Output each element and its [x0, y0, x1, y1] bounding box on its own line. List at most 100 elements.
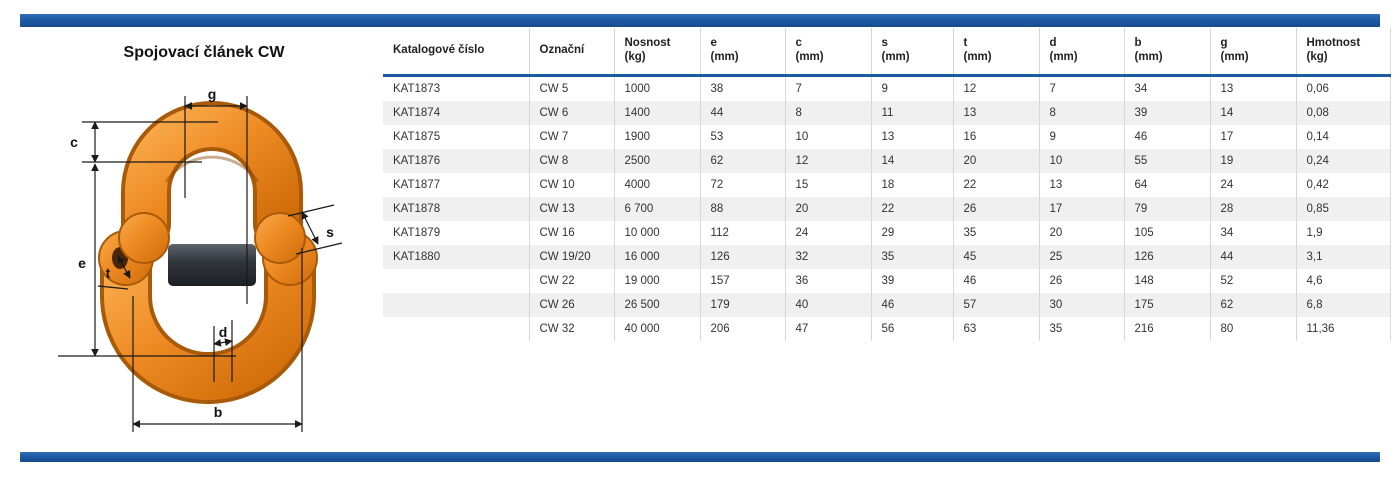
table-row: KAT1877 CW 10 4000 72 15 18 22 13 64 24 0,42: [383, 173, 1391, 197]
table-cell: 4000: [613, 173, 700, 197]
table-cell: 14: [870, 149, 953, 173]
table-cell: 16: [952, 125, 1039, 149]
table-cell: 20: [1038, 221, 1124, 245]
table-cell: 40 000: [613, 317, 700, 341]
dimension-s: s: [287, 204, 343, 255]
table-cell: 56: [870, 317, 953, 341]
column-header-line: g: [1220, 37, 1228, 49]
table-cell: 18: [870, 173, 953, 197]
table-cell: CW 7: [528, 125, 614, 149]
dim-label-b: b: [214, 404, 223, 420]
table-cell: 1000: [613, 75, 700, 101]
table-cell: 19: [1209, 149, 1296, 173]
table-cell: CW 5: [528, 75, 614, 101]
table-cell: 0,85: [1295, 197, 1391, 221]
dimension-b: b: [132, 248, 303, 432]
table-cell: CW 8: [528, 149, 614, 173]
table-cell: 8: [1038, 101, 1124, 125]
dimension-d: d: [213, 320, 233, 382]
table-cell: 52: [1209, 269, 1296, 293]
table-cell: KAT1880: [393, 251, 441, 263]
table-cell: 38: [699, 75, 785, 101]
column-header-nosnost: Nosnost (kg): [613, 28, 700, 77]
table-cell: [383, 317, 529, 341]
table-cell: 40: [784, 293, 871, 317]
column-header-t: t (mm): [952, 28, 1039, 77]
column-header-d: d (mm): [1038, 28, 1124, 77]
dim-label-c: c: [70, 134, 78, 150]
table-cell: 47: [784, 317, 871, 341]
table-row: KAT1873 CW 5 1000 38 7 9 12 7 34 13 0,06: [383, 75, 1391, 101]
table-cell: KAT1878: [393, 203, 441, 215]
table-cell: CW 10: [528, 173, 614, 197]
table-cell: 15: [784, 173, 871, 197]
table-cell: 10: [1038, 149, 1124, 173]
column-header-e: e (mm): [699, 28, 785, 77]
table-cell: 0,06: [1295, 75, 1391, 101]
table-cell: 62: [1209, 293, 1296, 317]
bottom-divider-bar: [20, 452, 1380, 462]
column-header-line: (mm): [1049, 51, 1078, 63]
table-cell: 0,08: [1295, 101, 1391, 125]
table-cell: 39: [870, 269, 953, 293]
table-cell: 13: [1038, 173, 1124, 197]
column-header-line: (mm): [795, 51, 824, 63]
top-divider-bar: [20, 14, 1380, 27]
dimension-g: g: [184, 86, 248, 304]
table-cell: 17: [1209, 125, 1296, 149]
dimension-c: c: [70, 121, 218, 163]
table-cell: 10 000: [613, 221, 700, 245]
table-cell: 216: [1123, 317, 1210, 341]
table-cell: 12: [952, 75, 1039, 101]
table-cell: 1400: [613, 101, 700, 125]
table-cell: 8: [784, 101, 871, 125]
table-cell: 14: [1209, 101, 1296, 125]
table-cell: 34: [1123, 75, 1210, 101]
table-cell: KAT1874: [393, 107, 441, 119]
table-row: CW 26 26 500 179 40 46 57 30 175 62 6,8: [383, 293, 1391, 317]
table-cell: 179: [699, 293, 785, 317]
spec-table-header: Katalogové číslo Označní Nosnost (kg) e (mm) c…: [383, 28, 1391, 77]
column-header-line: b: [1134, 37, 1142, 49]
table-cell: 13: [870, 125, 953, 149]
table-cell: [383, 293, 529, 317]
table-cell: 28: [1209, 197, 1296, 221]
table-cell: 7: [1038, 75, 1124, 101]
table-row: KAT1875 CW 7 1900 53 10 13 16 9 46 17 0,14: [383, 125, 1391, 149]
spec-table: Katalogové číslo Označní Nosnost (kg) e (mm) c…: [383, 28, 1391, 341]
table-cell: 20: [784, 197, 871, 221]
table-cell: 63: [952, 317, 1039, 341]
table-cell: 19 000: [613, 269, 700, 293]
table-cell: 6,8: [1295, 293, 1391, 317]
column-header-line: Hmotnost: [1306, 37, 1361, 49]
column-header-line: (mm): [881, 51, 910, 63]
table-cell: 26 500: [613, 293, 700, 317]
table-cell: CW 26: [528, 293, 614, 317]
table-cell: 22: [870, 197, 953, 221]
table-cell: 35: [870, 245, 953, 269]
table-cell: CW 22: [528, 269, 614, 293]
table-cell: 10: [784, 125, 871, 149]
column-header-c: c (mm): [784, 28, 871, 77]
table-cell: 34: [1209, 221, 1296, 245]
table-cell: 126: [1123, 245, 1210, 269]
table-cell: 30: [1038, 293, 1124, 317]
header-row: Katalogové číslo Označní Nosnost (kg) e (mm) c…: [383, 28, 1391, 77]
table-cell: 72: [699, 173, 785, 197]
column-header-line: d: [1049, 37, 1057, 49]
table-cell: 45: [952, 245, 1039, 269]
column-header-line: (mm): [1134, 51, 1163, 63]
column-header-line: (mm): [710, 51, 739, 63]
table-cell: 13: [1209, 75, 1296, 101]
table-cell: 0,14: [1295, 125, 1391, 149]
table-row: KAT1880 CW 19/20 16 000 126 32 35 45 25 126 44 3,1: [383, 245, 1391, 269]
column-header-s: s (mm): [870, 28, 953, 77]
column-header-katalog: Katalogové číslo: [383, 28, 529, 77]
table-cell: [383, 269, 529, 293]
table-cell: 3,1: [1295, 245, 1391, 269]
table-cell: 46: [952, 269, 1039, 293]
dimension-e: e: [58, 163, 236, 357]
table-cell: 24: [784, 221, 871, 245]
table-cell: KAT1875: [393, 131, 441, 143]
table-cell: 11,36: [1295, 317, 1391, 341]
